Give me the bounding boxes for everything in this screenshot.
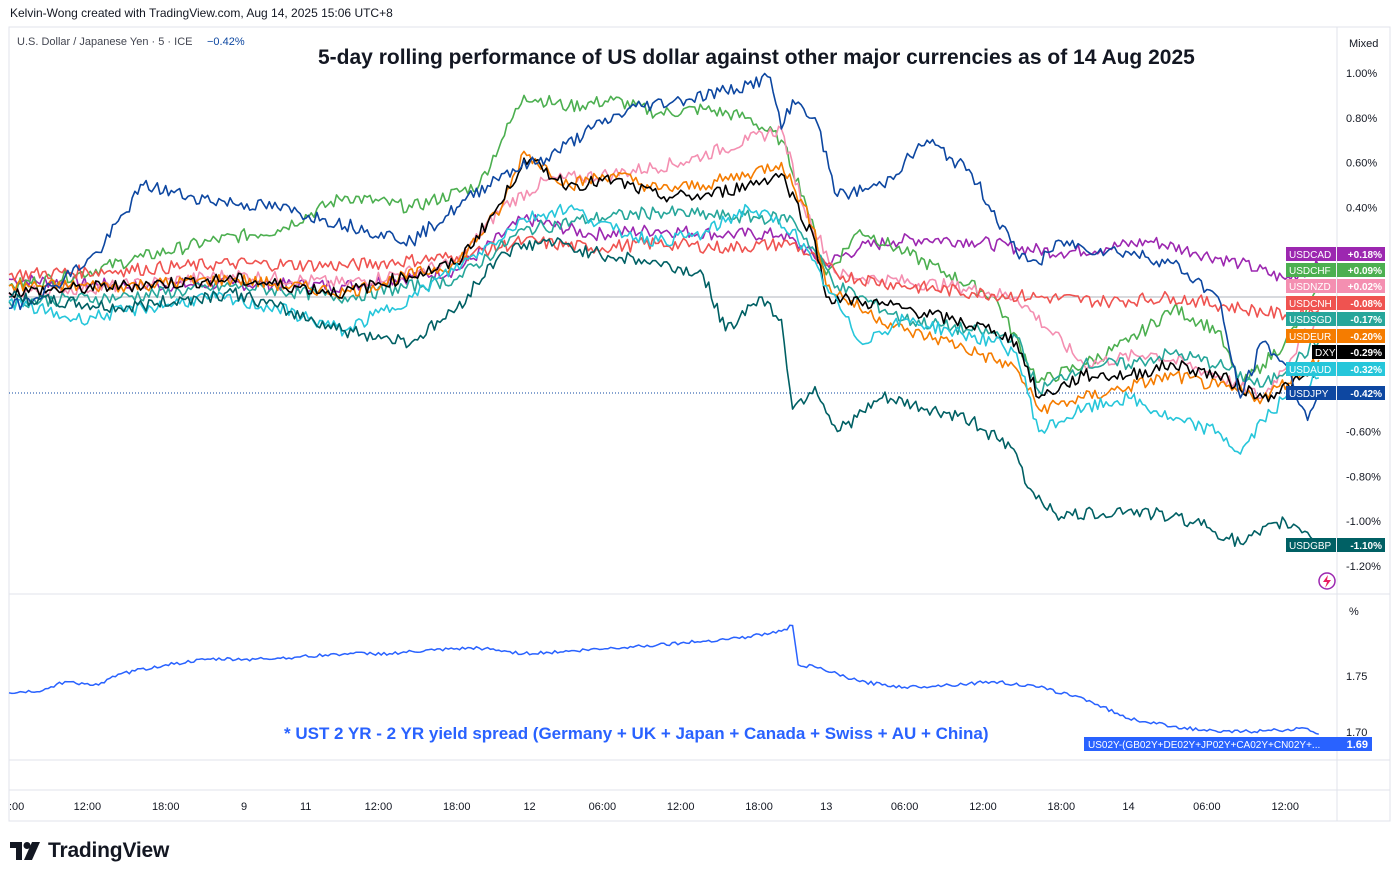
x-tick-label: 06:00	[589, 801, 617, 813]
series-line-usdcnh[interactable]	[8, 235, 1320, 321]
series-line-usdaud[interactable]	[8, 203, 1320, 455]
subpane-unit: %	[1349, 606, 1359, 618]
last-value-tag-usdchf: USDCHF +0.09%	[1286, 263, 1385, 277]
x-tick-label: 13	[820, 801, 832, 813]
series-line-usdjpy[interactable]	[8, 72, 1320, 422]
series-line-usdeur[interactable]	[8, 150, 1320, 415]
x-tick-label: 14	[1122, 801, 1134, 813]
tag-series-name: USDCNH	[1289, 299, 1332, 310]
y-tick-label: -1.00%	[1346, 516, 1381, 528]
spread-series-layer	[8, 624, 1319, 735]
last-value-tag-usdgbp: USDGBP -1.10%	[1286, 538, 1385, 552]
sub-y-tick-label: 1.70	[1346, 727, 1367, 739]
x-tick-label: 06:00	[1193, 801, 1221, 813]
y-tick-label: 1.00%	[1346, 68, 1377, 80]
tradingview-logo-icon	[10, 842, 40, 860]
x-tick-label: 18:00	[443, 801, 471, 813]
y-tick-label: 0.60%	[1346, 158, 1377, 170]
x-tick-label: 12:00	[667, 801, 695, 813]
time-axis[interactable]: :00 12:00 18:00 9 11 12:00 18:00 12 06:00 12:00 18…	[9, 801, 1299, 813]
tag-series-value: -0.29%	[1350, 348, 1382, 359]
x-tick-label: 12:00	[365, 801, 393, 813]
main-price-scale[interactable]: 1.00% 0.80% 0.60% 0.40% -0.60% -0.80% -1.00% -1…	[1346, 68, 1381, 573]
x-tick-label: 11	[300, 801, 311, 813]
y-tick-label: -1.20%	[1346, 561, 1381, 573]
tag-series-value: +0.18%	[1348, 250, 1382, 261]
x-tick-label: 06:00	[891, 801, 919, 813]
scale-mode[interactable]: Mixed	[1349, 38, 1378, 50]
tag-series-name: US02Y-(GB02Y+DE02Y+JP02Y+CA02Y+CN02Y+...	[1088, 740, 1320, 751]
tag-series-value: +0.02%	[1348, 282, 1382, 293]
x-tick-label: 12:00	[969, 801, 997, 813]
last-value-tag-usdcad: USDCAD +0.18%	[1286, 247, 1385, 261]
tag-series-name: USDJPY	[1289, 389, 1329, 400]
tradingview-logo[interactable]: TradingView	[10, 836, 169, 866]
last-value-tag-usdeur: USDEUR -0.20%	[1286, 329, 1385, 343]
series-line-usdsgd[interactable]	[8, 205, 1320, 396]
sub-y-tick-label: 1.75	[1346, 671, 1367, 683]
tag-series-name: USDCAD	[1289, 250, 1331, 261]
y-tick-label: 0.80%	[1346, 113, 1377, 125]
y-tick-label: -0.60%	[1346, 427, 1381, 439]
x-tick-label: 12:00	[74, 801, 102, 813]
x-tick-label: 12	[523, 801, 535, 813]
spread-title: * UST 2 YR - 2 YR yield spread (Germany …	[284, 724, 989, 743]
tag-series-value: -0.42%	[1350, 389, 1382, 400]
series-line-dxy[interactable]	[8, 157, 1320, 403]
main-series-layer	[8, 72, 1320, 547]
tag-series-value: 1.69	[1347, 739, 1368, 751]
symbol-label[interactable]: U.S. Dollar / Japanese Yen · 5 · ICE	[17, 36, 192, 48]
tag-series-value: -0.32%	[1350, 365, 1382, 376]
tag-series-value: -0.17%	[1350, 315, 1382, 326]
x-tick-label: :00	[9, 801, 24, 813]
last-value-tag-usdnzd: USDNZD +0.02%	[1286, 279, 1385, 293]
tag-series-value: -1.10%	[1350, 541, 1382, 552]
last-value-tag-dxy: DXY -0.29%	[1312, 345, 1385, 359]
alert-lightning-icon[interactable]	[1318, 572, 1336, 590]
chart-title: 5-day rolling performance of US dollar a…	[318, 46, 1195, 69]
tag-series-value: +0.09%	[1348, 266, 1382, 277]
tag-series-name: USDEUR	[1289, 332, 1331, 343]
x-tick-label: 18:00	[152, 801, 180, 813]
series-line-usdchf[interactable]	[8, 94, 1320, 388]
x-tick-label: 9	[241, 801, 247, 813]
tag-series-name: USDSGD	[1289, 315, 1332, 326]
sub-price-scale[interactable]: 1.75 1.70	[1346, 671, 1367, 739]
tag-series-name: DXY	[1315, 348, 1336, 359]
chart-credit: Kelvin-Wong created with TradingView.com…	[10, 6, 393, 20]
y-tick-label: -0.80%	[1346, 471, 1381, 483]
series-line-usdgbp[interactable]	[8, 237, 1319, 547]
tag-series-name: USDAUD	[1289, 365, 1331, 376]
tradingview-logo-text: TradingView	[48, 839, 170, 862]
x-tick-label: 12:00	[1271, 801, 1299, 813]
tag-series-name: USDCHF	[1289, 266, 1331, 277]
x-tick-label: 18:00	[745, 801, 773, 813]
main-pane-frame	[8, 26, 1391, 822]
symbol-change: −0.42%	[207, 36, 245, 48]
x-tick-label: 18:00	[1048, 801, 1076, 813]
last-value-tags: USDCAD +0.18% USDCHF +0.09% USDNZD +0.02% USDC…	[1084, 247, 1385, 751]
tag-series-value: -0.08%	[1350, 299, 1382, 310]
tag-series-name: USDGBP	[1289, 541, 1332, 552]
last-value-tag-usdjpy: USDJPY -0.42%	[1286, 386, 1385, 400]
series-line-yield-spread[interactable]	[8, 624, 1319, 735]
last-value-tag-usdaud: USDAUD -0.32%	[1286, 362, 1385, 376]
last-value-tag-usdcnh: USDCNH -0.08%	[1286, 296, 1385, 310]
y-tick-label: 0.40%	[1346, 202, 1377, 214]
last-value-tag-yield-spread: US02Y-(GB02Y+DE02Y+JP02Y+CA02Y+CN02Y+...…	[1084, 737, 1372, 751]
last-value-tag-usdsgd: USDSGD -0.17%	[1286, 312, 1385, 326]
series-line-usdnzd[interactable]	[8, 125, 1320, 399]
tag-series-name: USDNZD	[1289, 282, 1331, 293]
tag-series-value: -0.20%	[1350, 332, 1382, 343]
